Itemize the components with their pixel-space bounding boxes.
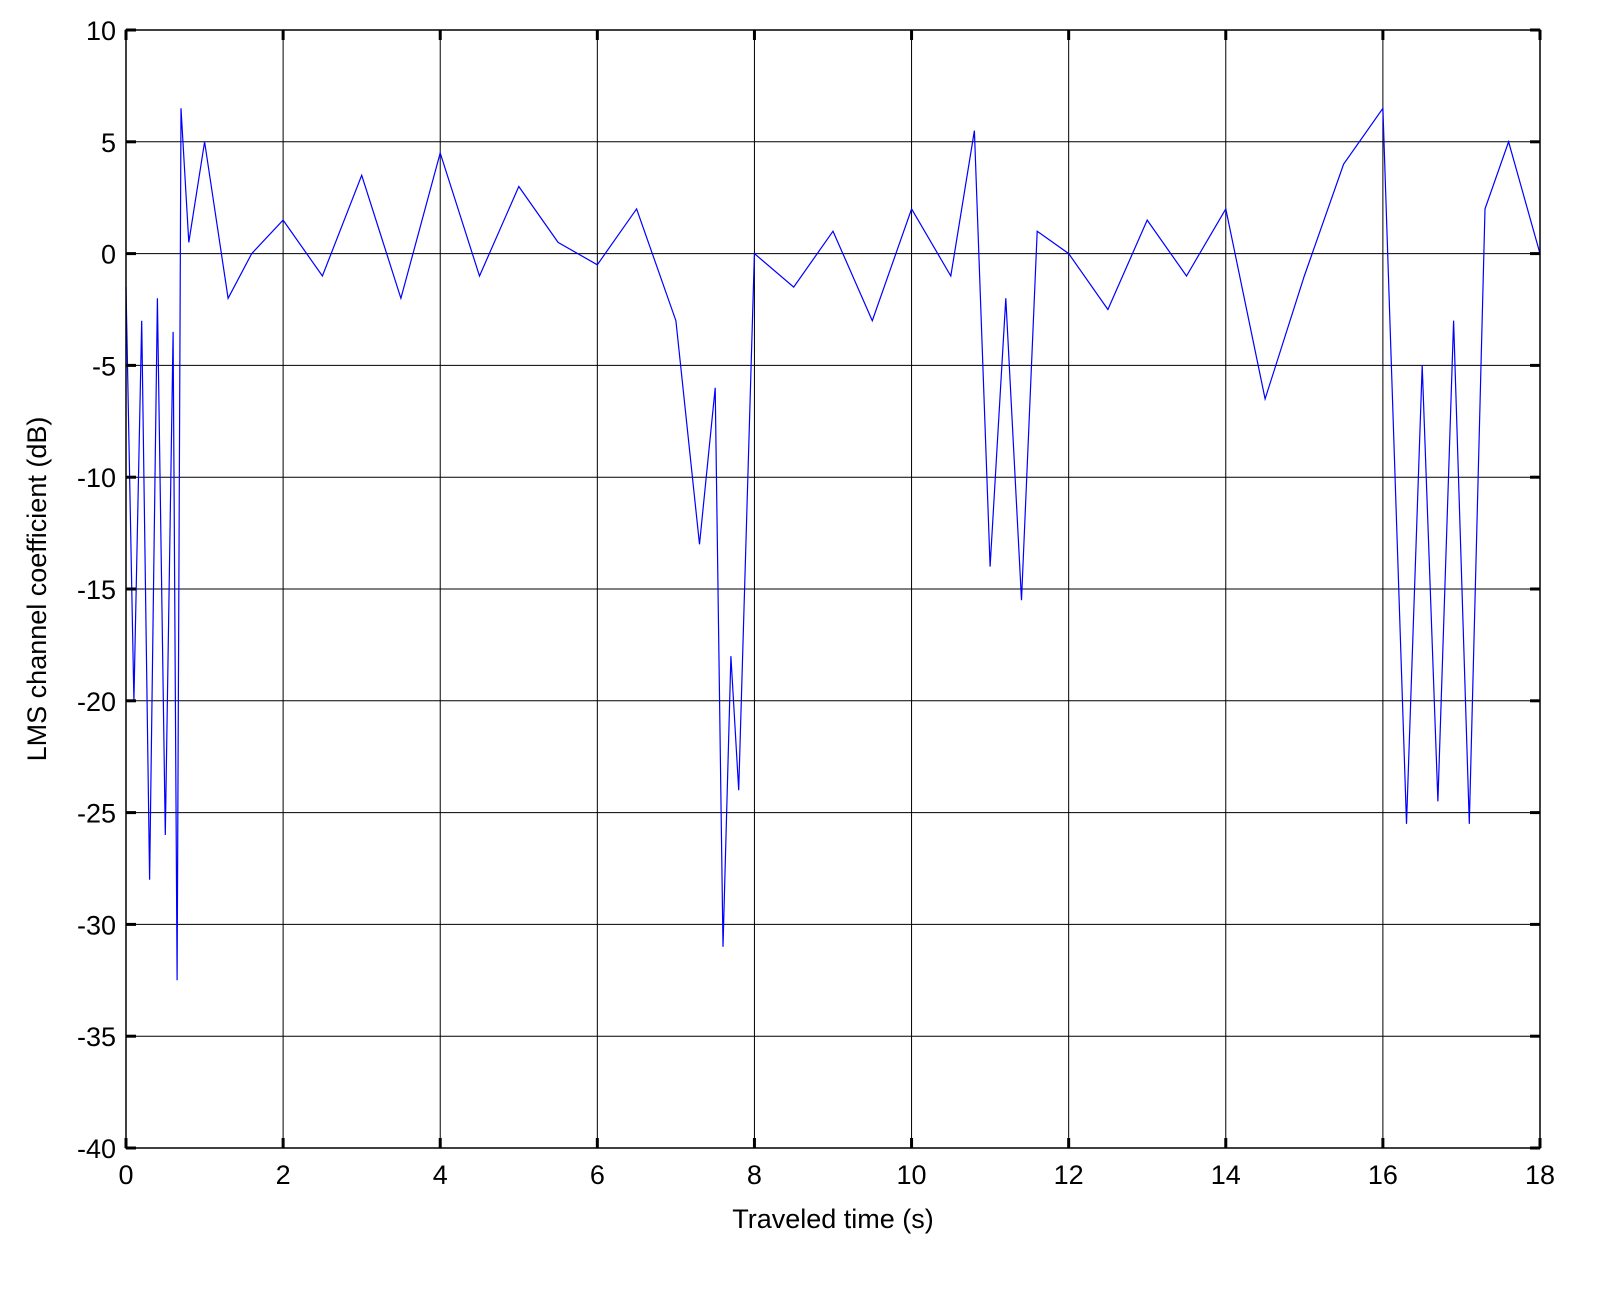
x-tick-label: 12 [1054, 1160, 1084, 1190]
series-line [125, 106, 1541, 981]
y-tick-label: -20 [77, 687, 116, 717]
x-tick-label: 4 [433, 1160, 448, 1190]
y-tick-label: 10 [86, 16, 116, 46]
y-tick-label: -40 [77, 1134, 116, 1164]
y-tick-label: -35 [77, 1022, 116, 1052]
x-tick-label: 18 [1525, 1160, 1555, 1190]
x-tick-label: 10 [897, 1160, 927, 1190]
y-tick-label: -15 [77, 575, 116, 605]
x-tick-label: 2 [276, 1160, 291, 1190]
x-axis-label: Traveled time (s) [732, 1204, 934, 1234]
grid-layer [125, 29, 1541, 1149]
y-tick-label: 5 [101, 128, 116, 158]
y-tick-label: -25 [77, 799, 116, 829]
x-tick-label: 16 [1368, 1160, 1398, 1190]
y-axis-label: LMS channel coefficient (dB) [22, 417, 52, 762]
y-tick-label: -5 [92, 351, 116, 381]
tick-layer: 0 2 4 6 8 10 12 14 16 18 10 5 0 -5 -10 -15 -20 -25 -30 -35 -… [77, 16, 1555, 1190]
y-tick-label: -30 [77, 910, 116, 940]
y-tick-label: -10 [77, 463, 116, 493]
x-tick-label: 6 [590, 1160, 605, 1190]
x-tick-label: 0 [118, 1160, 133, 1190]
x-tick-label: 14 [1211, 1160, 1241, 1190]
y-tick-label: 0 [101, 240, 116, 270]
series-layer [125, 106, 1541, 981]
x-tick-label: 8 [747, 1160, 762, 1190]
